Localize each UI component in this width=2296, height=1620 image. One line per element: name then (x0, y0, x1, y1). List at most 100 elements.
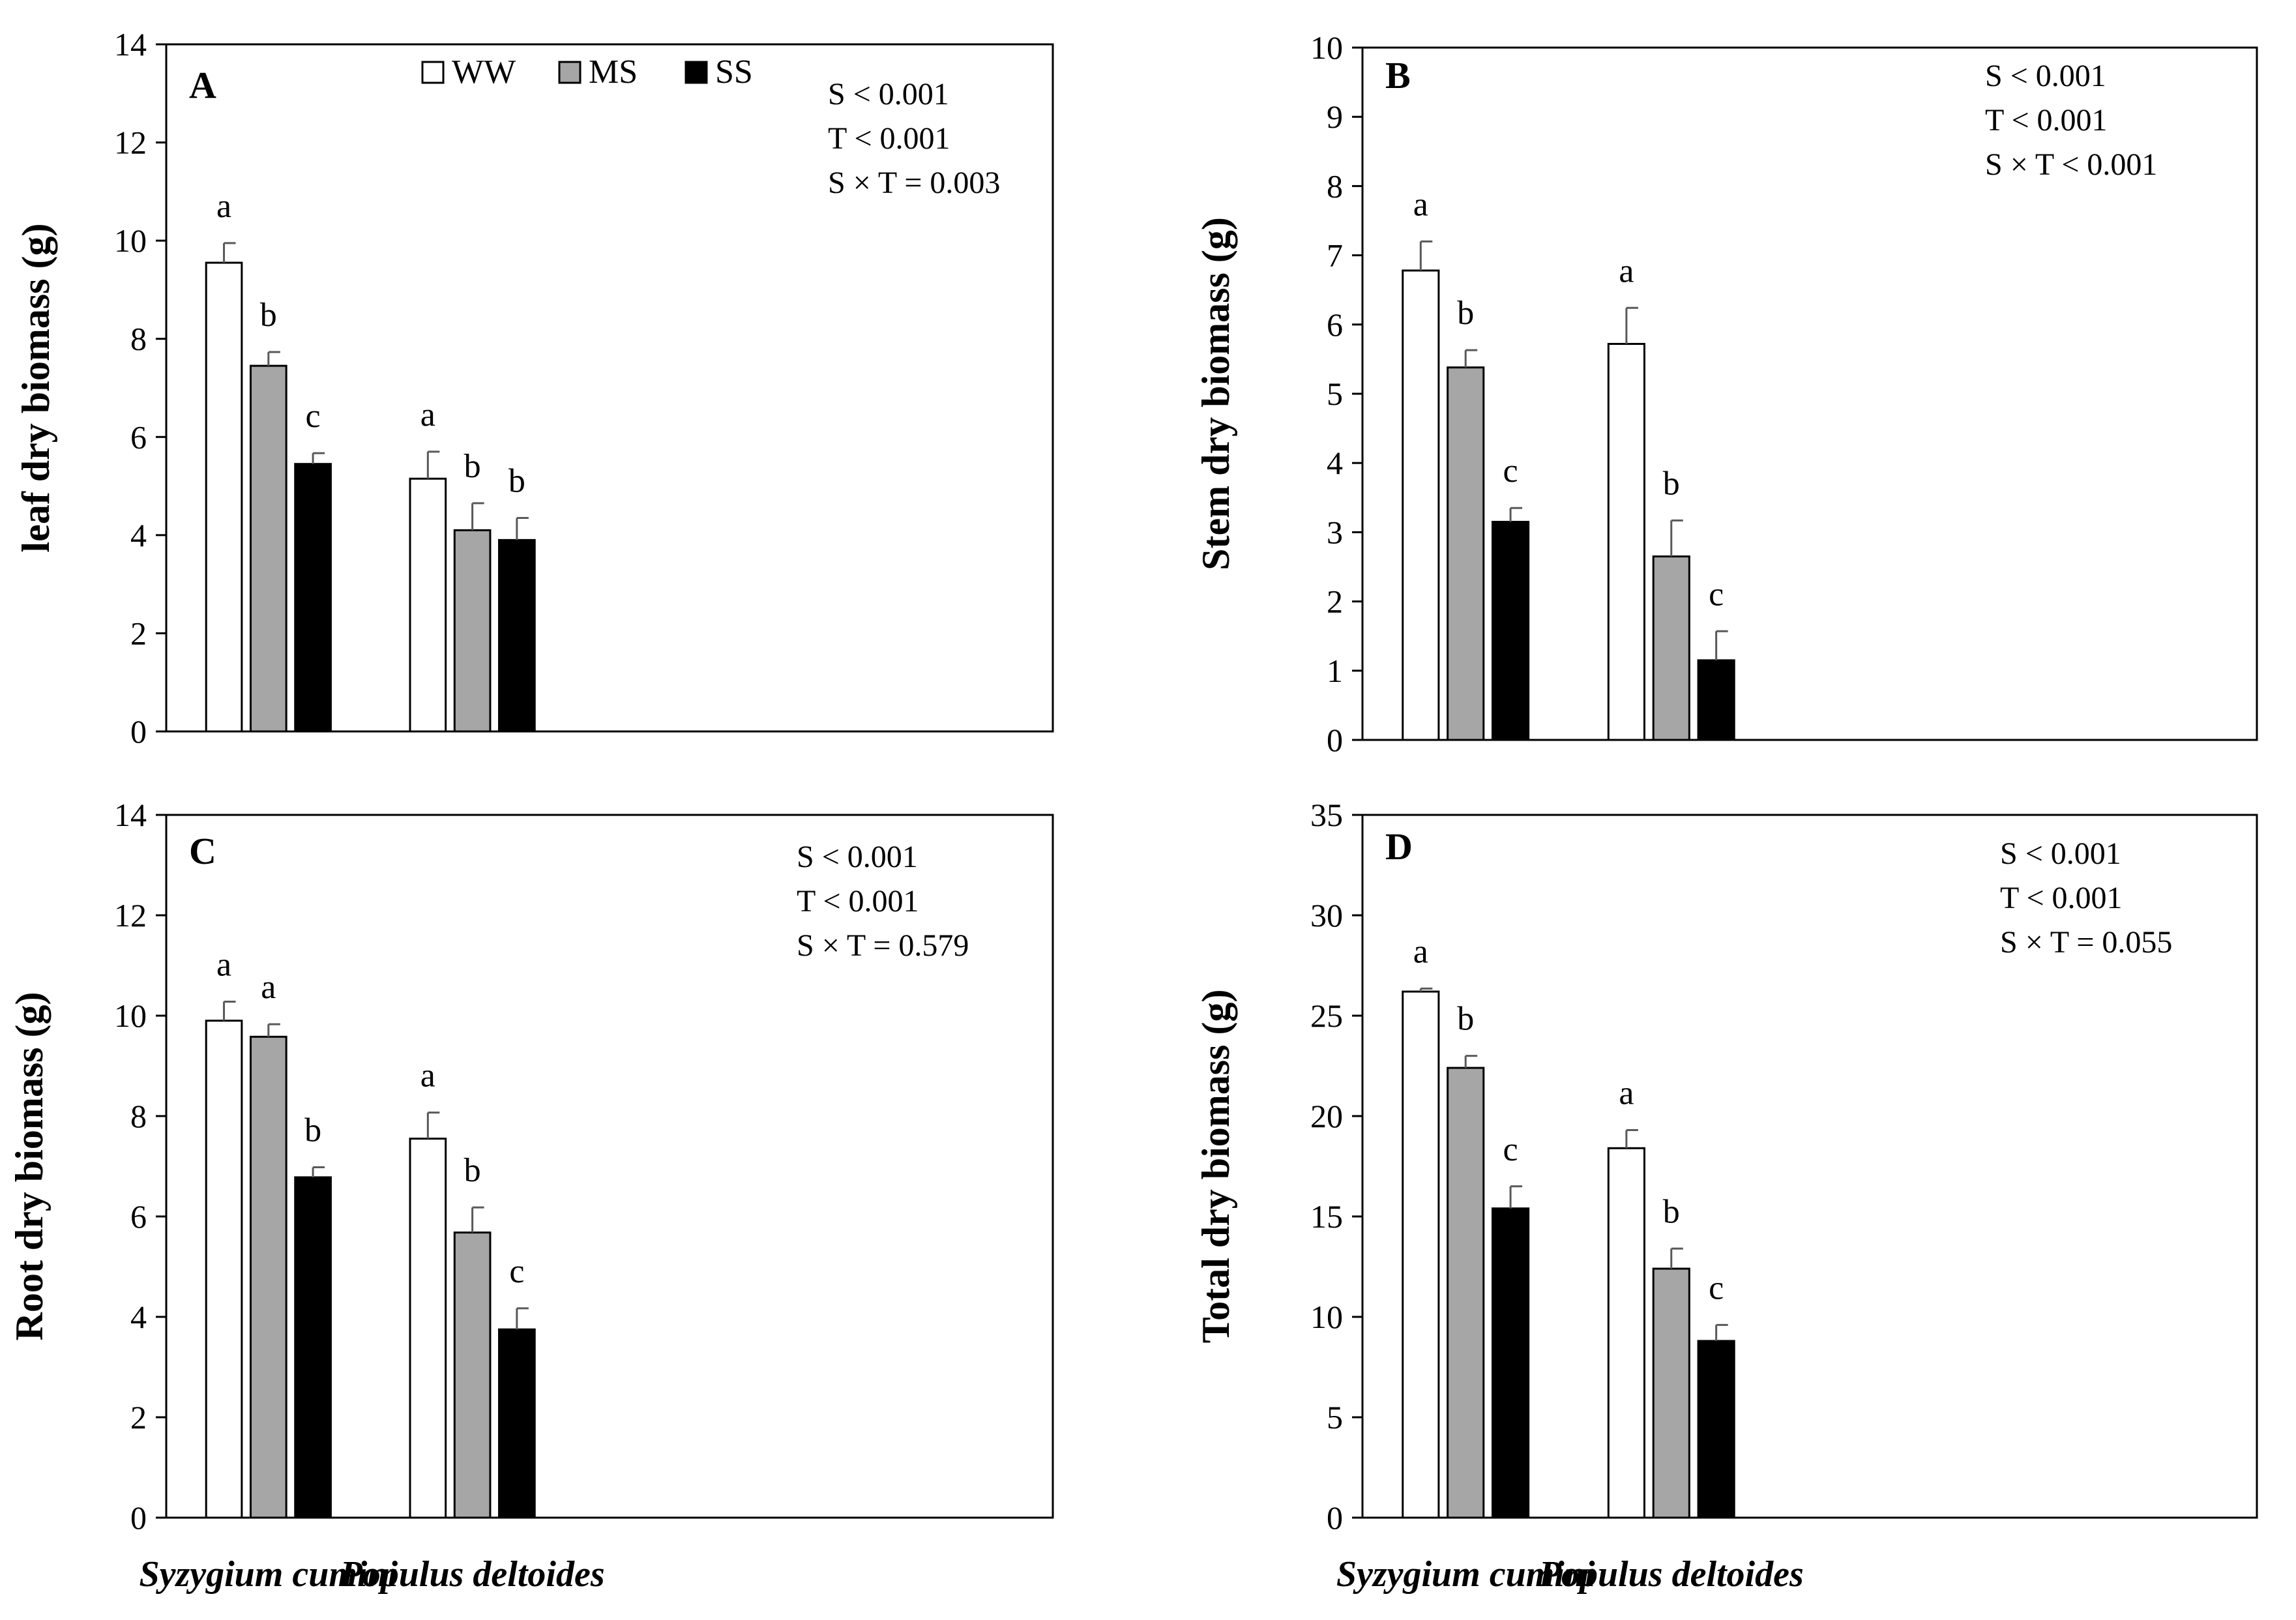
bar-ss (1491, 520, 1530, 741)
bar-ww (409, 477, 447, 733)
stat-annotation: T < 0.001 (797, 884, 919, 919)
y-tick-label: 14 (114, 797, 147, 833)
plot-frame (1361, 814, 2258, 1519)
bar-ms (249, 1035, 287, 1519)
significance-letter: a (420, 396, 435, 434)
y-axis-label: Root dry biomass (g) (8, 992, 51, 1341)
stat-annotation: T < 0.001 (828, 121, 950, 156)
legend: WW MS SS (421, 53, 753, 91)
bar-ss (498, 538, 536, 733)
y-tick-label: 12 (114, 897, 147, 934)
bar-ss (1491, 1207, 1530, 1519)
panel-a: 0 2 4 6 8 10 12 14 leaf dry biomass (g) A S < 0.00… (14, 26, 1054, 750)
bar-ss (1697, 1340, 1735, 1519)
y-tick-label: 0 (130, 713, 147, 750)
bar-ms (1652, 1267, 1690, 1519)
bar-ss (1697, 659, 1735, 741)
x-category-label: Populus deltoides (340, 1554, 605, 1595)
panel-letter: B (1385, 54, 1411, 96)
y-tick-label: 8 (130, 1098, 147, 1134)
panel-letter: C (189, 830, 216, 872)
x-category-label: Populus deltoides (1538, 1554, 1804, 1595)
significance-letter: a (216, 946, 231, 983)
y-tick-label: 5 (1327, 376, 1343, 412)
stat-annotation: S < 0.001 (828, 77, 949, 111)
significance-letter: b (508, 463, 525, 500)
y-tick-label: 9 (1327, 98, 1343, 135)
panel-letter: D (1385, 825, 1413, 868)
legend-label-ss: SS (715, 53, 753, 91)
significance-letter: a (1619, 252, 1634, 289)
bar-ms (453, 1231, 492, 1519)
x-category-label: Syzygium cumini (139, 1554, 398, 1595)
significance-letter: c (1503, 452, 1518, 490)
plot-frame (165, 814, 1054, 1519)
y-tick-label: 8 (130, 321, 147, 357)
y-tick-label: 2 (130, 615, 147, 651)
y-tick-label: 5 (1327, 1399, 1343, 1436)
y-tick-label: 0 (130, 1499, 147, 1536)
bar-ww (1402, 269, 1440, 741)
y-tick-label: 4 (1327, 445, 1343, 481)
y-tick-label: 0 (1327, 722, 1343, 758)
y-tick-label: 25 (1310, 997, 1343, 1034)
significance-letter: b (1457, 1001, 1474, 1038)
significance-letter: a (1619, 1075, 1634, 1112)
y-tick-label: 14 (114, 26, 147, 63)
stat-annotation: S < 0.001 (1985, 59, 2106, 93)
y-axis-label: leaf dry biomass (g) (14, 224, 57, 553)
y-tick-label: 7 (1327, 237, 1343, 274)
y-tick-label: 6 (130, 1198, 147, 1235)
bar-ww (205, 1020, 243, 1519)
bar-ss (498, 1328, 536, 1519)
y-tick-label: 10 (1310, 1299, 1343, 1335)
y-tick-label: 20 (1310, 1098, 1343, 1134)
significance-letter: a (420, 1057, 435, 1095)
bar-ss (294, 1176, 332, 1519)
significance-letter: a (1413, 186, 1428, 223)
y-tick-label: 10 (1310, 29, 1343, 66)
legend-swatch-ww (421, 61, 445, 84)
y-tick-label: 30 (1310, 897, 1343, 934)
significance-letter: b (1457, 295, 1474, 332)
significance-letter: c (1709, 576, 1724, 613)
y-tick-label: 2 (1327, 583, 1343, 620)
y-tick-label: 2 (130, 1399, 147, 1436)
bar-ms (1447, 1067, 1485, 1519)
x-category-label: Syzygium cumini (1336, 1554, 1595, 1595)
y-tick-label: 6 (130, 419, 147, 455)
bar-ww (1402, 990, 1440, 1519)
panel-d: 0 5 10 15 20 25 30 35 Total dry biomass (g) D S < … (1194, 797, 2258, 1595)
significance-letter: c (509, 1253, 524, 1290)
significance-letter: c (306, 398, 321, 435)
y-tick-label: 3 (1327, 514, 1343, 550)
y-tick-label: 1 (1327, 653, 1343, 689)
significance-letter: b (464, 1152, 481, 1189)
legend-label-ww: WW (452, 53, 516, 91)
y-tick-label: 4 (130, 1299, 147, 1335)
stat-annotation: S × T = 0.579 (797, 928, 969, 963)
bar-ww (205, 261, 243, 733)
bar-ww (409, 1138, 447, 1519)
legend-label-ms: MS (589, 53, 638, 91)
bar-ss (294, 463, 332, 733)
y-tick-label: 6 (1327, 306, 1343, 343)
bar-ww (1607, 343, 1645, 741)
y-tick-label: 0 (1327, 1499, 1343, 1536)
y-tick-label: 15 (1310, 1198, 1343, 1235)
y-tick-label: 10 (114, 997, 147, 1034)
panel-b: 0 1 2 3 4 5 6 7 8 9 10 Stem dry biomass (g) B S < 0.0… (1194, 29, 2258, 758)
y-tick-label: 35 (1310, 797, 1343, 833)
stat-annotation: T < 0.001 (1985, 103, 2108, 138)
y-tick-label: 12 (114, 125, 147, 161)
legend-swatch-ms (558, 61, 581, 84)
plot-frame (165, 43, 1054, 733)
bar-ww (1607, 1147, 1645, 1519)
stat-annotation: S × T = 0.003 (828, 166, 1000, 200)
y-axis-label: Total dry biomass (g) (1194, 990, 1237, 1344)
stat-annotation: T < 0.001 (2000, 881, 2123, 915)
significance-letter: a (216, 188, 231, 225)
bar-ms (249, 364, 287, 733)
significance-letter: a (261, 969, 276, 1006)
